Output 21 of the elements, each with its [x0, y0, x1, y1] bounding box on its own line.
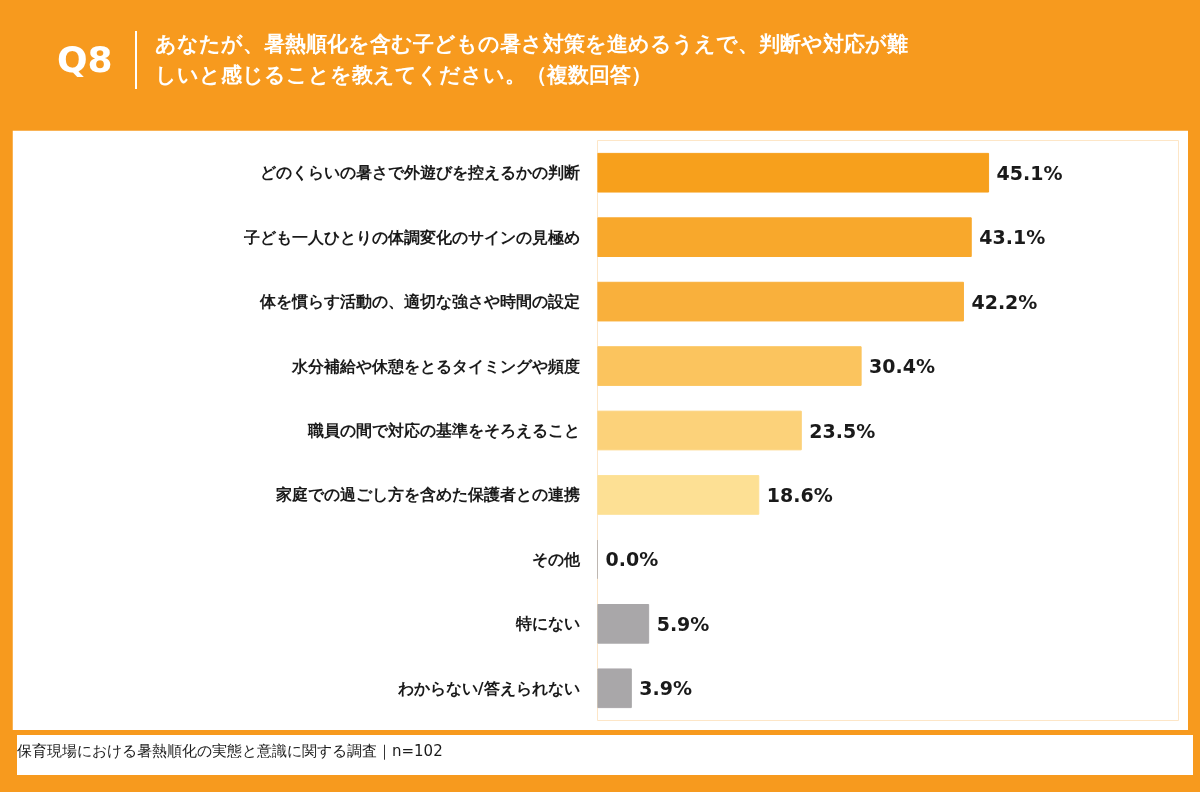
data-label: 0.0% [605, 548, 659, 571]
data-label: 43.1% [979, 226, 1046, 249]
data-label: 45.1% [996, 161, 1063, 184]
y-tick-label: その他 [531, 549, 581, 569]
y-tick-label: 家庭での過ごし方を含めた保護者との連携 [274, 485, 580, 505]
y-tick-label: 水分補給や休憩をとるタイミングや頻度 [290, 356, 580, 376]
chart-subtitle: あなたが、暑熱順化を含む子どもの暑さ対策を進めるうえで、判断や対応が難しいと感じることを教えてください。（複数回答） [154, 31, 908, 89]
y-tick-label: 職員の間で対応の基準をそろえること [306, 421, 580, 440]
text: 保育現場における暑熱順化の実態と意識に関する調査｜n=102 [17, 741, 444, 762]
y-tick-label: 特にない [514, 614, 580, 634]
data-label: 30.4% [869, 355, 936, 378]
data-label: 42.2% [971, 290, 1038, 313]
data-label: 3.9% [639, 677, 693, 700]
y-tick-label: わからない/答えられない [396, 678, 580, 698]
y-tick-label: 子ども一人ひとりの体調変化のサインの見極め [242, 227, 580, 247]
text: Q8 [56, 38, 114, 83]
data-label: 5.9% [656, 612, 710, 635]
data-label: 23.5% [809, 419, 876, 442]
data-label: 18.6% [766, 483, 833, 506]
y-tick-label: どのくらいの暑さで外遊びを控えるかの判断 [259, 163, 580, 183]
y-tick-label: 体を慣らす活動の、適切な強さや時間の設定 [258, 292, 580, 312]
